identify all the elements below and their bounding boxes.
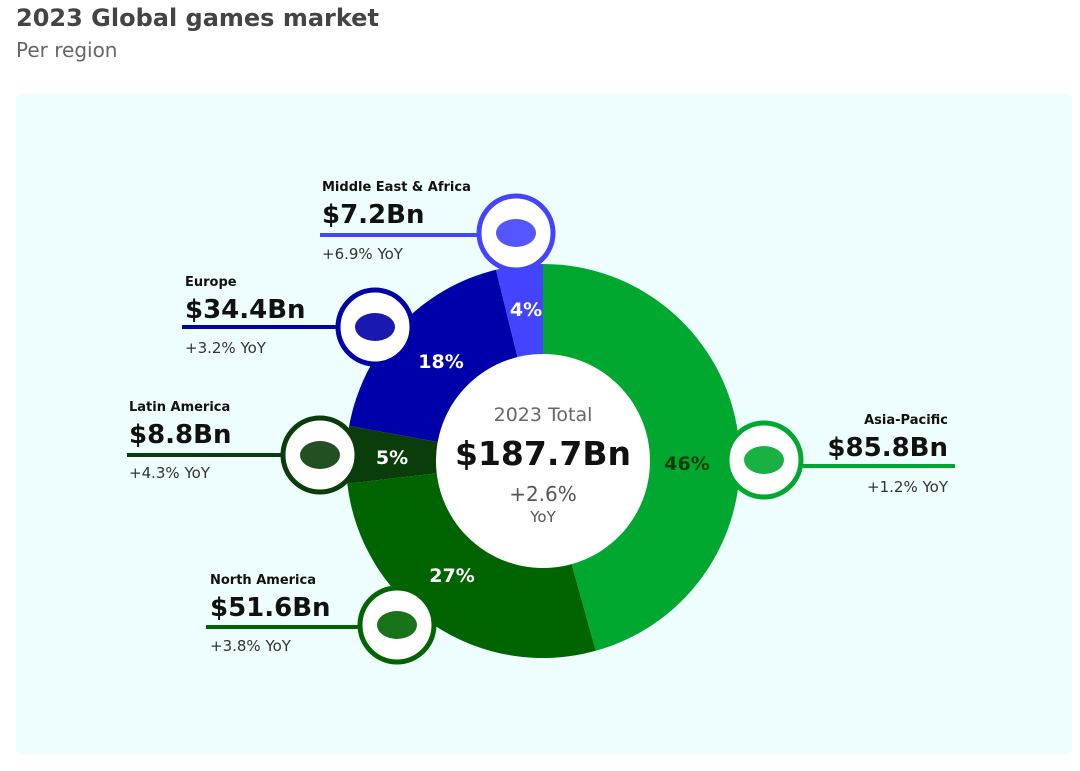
percent-label-latin-america: 5% [376,447,408,469]
percent-label-north-america: 27% [429,565,474,587]
region-yoy-europe: +3.2% YoY [185,339,267,357]
region-yoy-latin-america: +4.3% YoY [129,464,211,482]
chart-title: 2023 Global games market [16,4,379,32]
africa-map-shape [496,219,536,247]
asia-pacific-map-shape [744,446,784,474]
region-value-north-america: $51.6Bn [210,593,331,623]
region-name-north-america: North America [210,573,316,588]
center-total-value: $187.7Bn [455,434,631,473]
region-value-latin-america: $8.8Bn [129,420,231,450]
region-name-europe: Europe [185,275,237,290]
chart-subtitle: Per region [16,38,118,62]
region-name-asia-pacific: Asia-Pacific [864,413,948,428]
europe-map-shape [355,313,395,341]
center-hole [436,354,650,568]
region-value-middle-east-africa: $7.2Bn [322,200,424,230]
north-america-map-shape [377,611,417,639]
region-yoy-asia-pacific: +1.2% YoY [867,478,949,496]
region-yoy-north-america: +3.8% YoY [210,637,292,655]
percent-label-europe: 18% [418,351,463,373]
region-value-europe: $34.4Bn [185,295,306,325]
latin-america-map-shape [300,441,340,469]
center-growth-suffix: YoY [529,508,556,526]
region-name-middle-east-africa: Middle East & Africa [322,180,471,195]
center-growth: +2.6% [509,482,577,506]
region-yoy-middle-east-africa: +6.9% YoY [322,245,404,263]
center-total-label: 2023 Total [494,404,593,426]
region-value-asia-pacific: $85.8Bn [827,433,948,463]
region-name-latin-america: Latin America [129,400,230,415]
percent-label-middle-east-africa: 4% [510,299,542,321]
percent-label-asia-pacific: 46% [664,453,709,475]
